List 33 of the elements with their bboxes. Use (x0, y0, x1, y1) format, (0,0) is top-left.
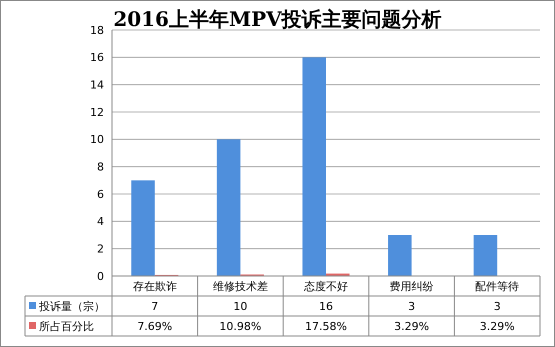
data-label: 10 (233, 300, 248, 313)
x-tick-label: 存在欺诈 (132, 280, 177, 293)
y-tick-label: 2 (97, 242, 104, 256)
y-tick-label: 16 (90, 51, 104, 64)
bar (216, 139, 240, 276)
bar (388, 235, 412, 276)
y-tick-label: 4 (97, 215, 104, 228)
data-label: 3 (494, 300, 501, 313)
data-label: 3 (408, 300, 416, 313)
chart-title: 2016上半年MPV投诉主要问题分析 (113, 7, 442, 31)
y-tick-label: 0 (97, 270, 104, 283)
y-tick-label: 14 (90, 78, 104, 92)
data-label: 17.58% (305, 320, 347, 333)
x-tick-label: 维修技术差 (212, 280, 268, 293)
x-tick-label: 费用纠纷 (390, 280, 434, 293)
bar (474, 235, 498, 276)
x-tick-label: 态度不好 (303, 280, 348, 293)
y-tick-label: 12 (90, 106, 104, 119)
data-label: 3.29% (394, 320, 430, 333)
y-tick-label: 10 (90, 133, 104, 146)
x-tick-label: 配件等待 (475, 280, 520, 293)
bar (302, 57, 326, 276)
data-label: 10.98% (219, 320, 262, 333)
data-label: 7 (151, 300, 158, 313)
data-label: 3.29% (480, 320, 515, 333)
legend-label: 投诉量（宗） (38, 300, 105, 313)
legend-label: 所占百分比 (39, 320, 94, 333)
bar (131, 180, 155, 276)
y-tick-label: 6 (97, 188, 104, 201)
y-tick-label: 18 (90, 24, 104, 37)
data-label: 7.69% (137, 320, 172, 333)
data-label: 16 (319, 300, 333, 313)
y-tick-label: 8 (97, 160, 104, 174)
